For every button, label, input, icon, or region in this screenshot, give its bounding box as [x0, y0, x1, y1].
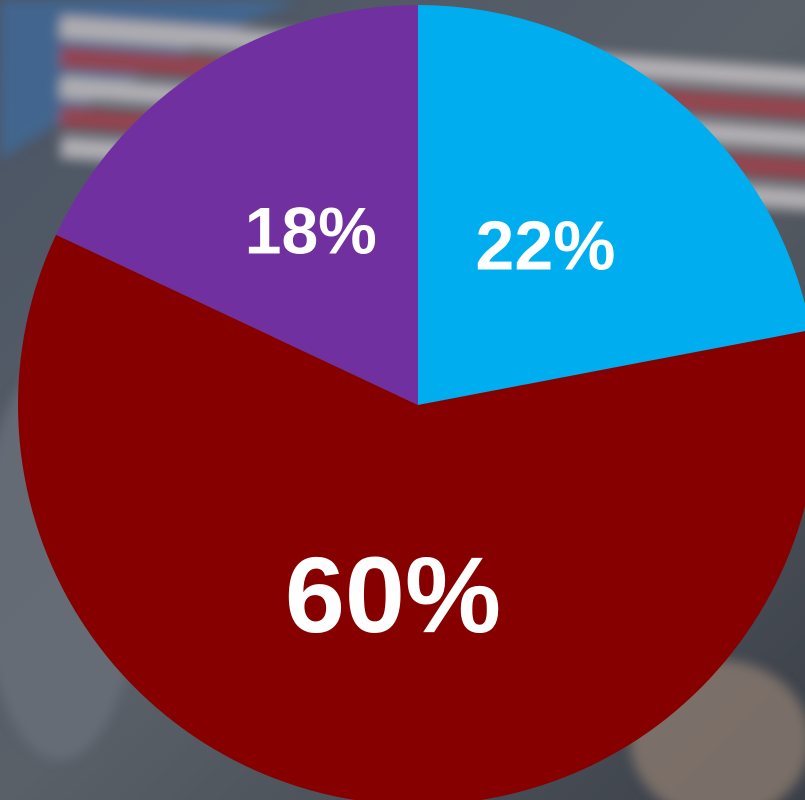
data-label: 22% — [475, 206, 615, 284]
pie-slice — [418, 5, 805, 405]
data-label: 60% — [285, 534, 501, 655]
pie-slice — [56, 5, 418, 405]
pie-slice — [18, 234, 805, 800]
pie: 22% 60% 18% — [18, 5, 805, 800]
data-label: 18% — [245, 194, 377, 268]
